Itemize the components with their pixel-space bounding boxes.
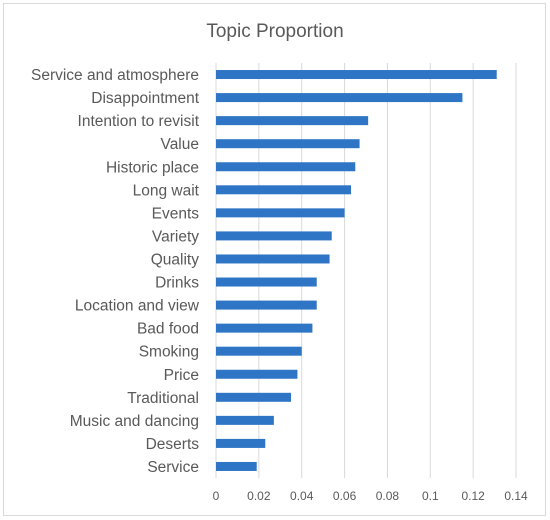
- category-label: Service and atmosphere: [31, 67, 199, 84]
- category-label: Long wait: [133, 182, 200, 199]
- x-tick-label: 0.12: [461, 489, 485, 503]
- category-label: Traditional: [127, 390, 199, 407]
- category-label: Variety: [152, 228, 199, 245]
- bar: [216, 162, 356, 172]
- bar: [216, 139, 360, 149]
- x-tick-label: 0.08: [376, 489, 400, 503]
- bar: [216, 300, 317, 310]
- x-tick-label: 0.06: [333, 489, 357, 503]
- x-tick-label: 0.02: [247, 489, 271, 503]
- x-tick-label: 0.04: [290, 489, 314, 503]
- x-axis-tick-labels: 0 0.02 0.04 0.06 0.08 0.1 0.12 0.14: [213, 489, 528, 503]
- bar: [216, 438, 266, 448]
- chart-title: Topic Proportion: [206, 21, 343, 42]
- x-tick-label: 0.14: [504, 489, 528, 503]
- category-label: Location and view: [75, 298, 200, 315]
- category-label: Quality: [151, 251, 199, 268]
- x-tick-label: 0.1: [422, 489, 439, 503]
- bar: [216, 231, 332, 241]
- bar: [216, 323, 313, 333]
- bar: [216, 277, 317, 287]
- bar: [216, 346, 302, 356]
- grid-lines: [215, 63, 517, 478]
- category-label: Smoking: [139, 344, 199, 361]
- category-label: Price: [164, 367, 199, 384]
- category-label: Service: [147, 459, 199, 476]
- bar: [216, 415, 274, 425]
- category-label: Drinks: [155, 275, 199, 292]
- bar: [216, 392, 291, 402]
- category-label: Music and dancing: [70, 413, 199, 430]
- bar: [216, 93, 463, 103]
- category-label: Deserts: [146, 436, 200, 453]
- bar: [216, 185, 351, 195]
- bar: [216, 208, 345, 218]
- bar: [216, 70, 497, 80]
- category-label: Events: [152, 205, 200, 222]
- bar: [216, 116, 369, 126]
- x-tick-label: 0: [213, 489, 220, 503]
- bars: [216, 70, 497, 471]
- category-label: Value: [161, 136, 200, 153]
- category-label: Disappointment: [91, 90, 199, 107]
- bar: [216, 254, 330, 264]
- bar: [216, 461, 257, 471]
- bar: [216, 369, 298, 379]
- category-labels: Service and atmosphere Disappointment Inte…: [31, 67, 200, 476]
- category-label: Intention to revisit: [78, 113, 200, 130]
- category-label: Historic place: [106, 159, 199, 176]
- category-label: Bad food: [137, 321, 199, 338]
